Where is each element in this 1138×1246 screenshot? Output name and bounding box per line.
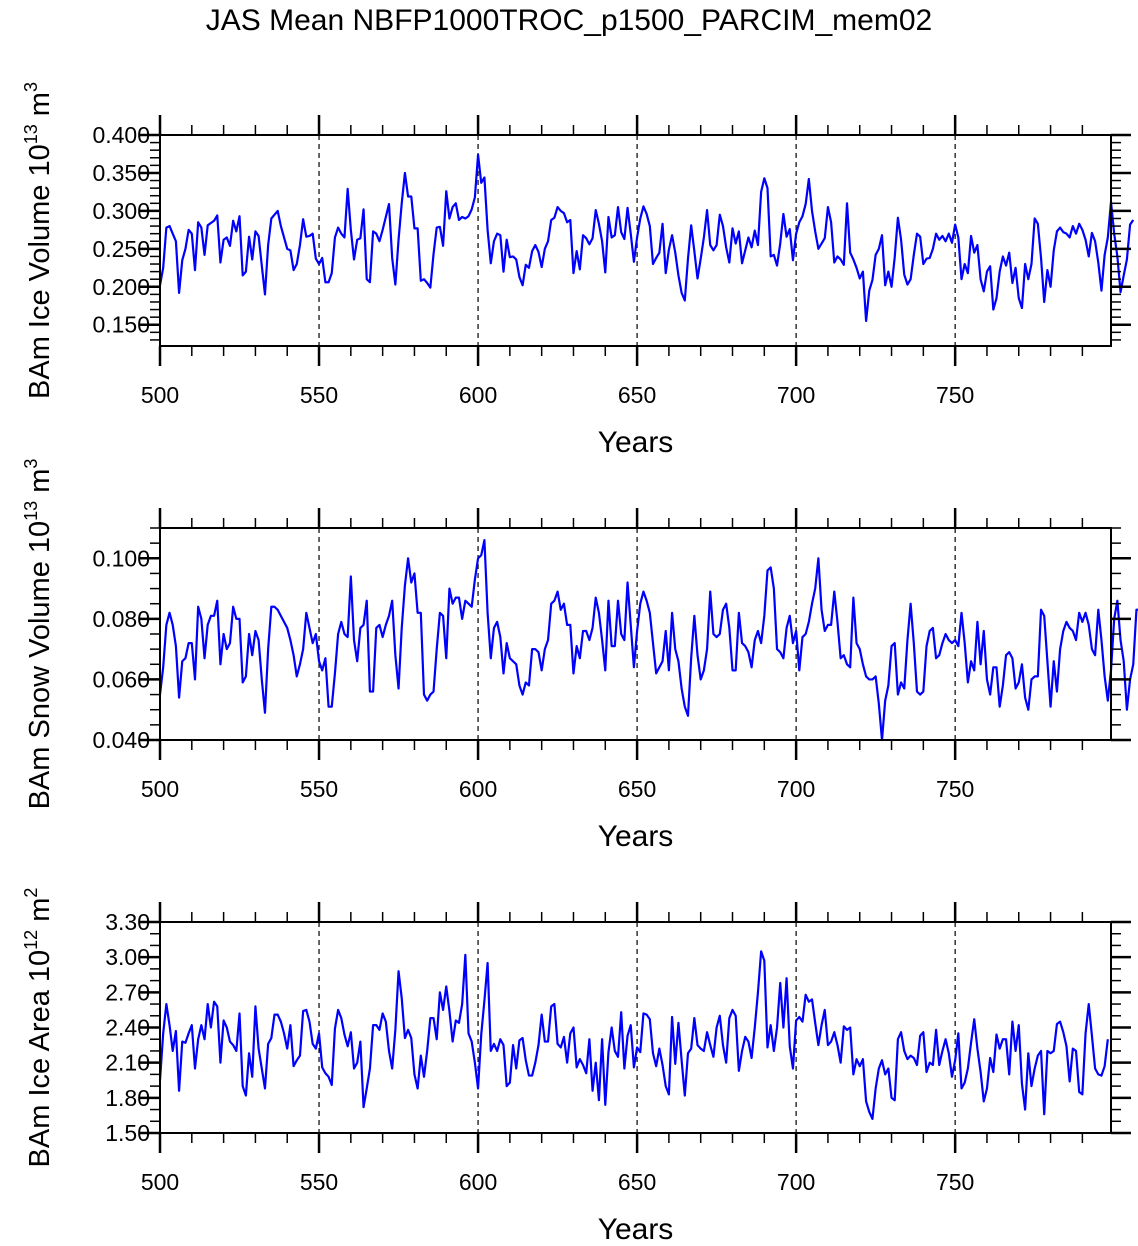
y-tick-label: 2.70	[105, 979, 150, 1005]
x-tick-label: 700	[777, 776, 815, 802]
y-axis-title: BAm Snow Volume 1013 m3	[21, 459, 56, 810]
x-tick-label: 500	[141, 382, 179, 408]
x-tick-label: 500	[141, 776, 179, 802]
x-tick-label: 550	[300, 382, 338, 408]
x-axis-title: Years	[598, 820, 674, 853]
y-tick-label: 0.200	[92, 274, 150, 300]
panel-3: 500 550 600 650 700 750 1.50 1.80 2.10 2.40 2.70 3.…	[21, 888, 1131, 1246]
y-axis-title-unit-exponent: 3	[21, 82, 41, 92]
y-tick-label: 0.040	[92, 727, 150, 753]
x-tick-label: 650	[618, 1169, 656, 1195]
panel-2: 500 550 600 650 700 750 0.040 0.060 0.080 0.100 Ye…	[21, 459, 1138, 853]
x-tick-label: 600	[459, 1169, 497, 1195]
y-tick-label: 0.400	[92, 122, 150, 148]
data-series-line	[158, 539, 1138, 742]
x-tick-label: 650	[618, 382, 656, 408]
y-axis-title-exponent: 12	[21, 930, 41, 950]
y-axis-title: BAm Ice Area 1012 m2	[21, 888, 56, 1168]
y-tick-label: 1.80	[105, 1085, 150, 1111]
y-tick-label: 0.250	[92, 236, 150, 262]
x-tick-label: 750	[936, 1169, 974, 1195]
x-tick-label: 700	[777, 1169, 815, 1195]
x-tick-label: 500	[141, 1169, 179, 1195]
data-series-line	[158, 950, 1109, 1121]
panel-1: 500 550 600 650 700 750 0.150 0.200 0.250 0.300 0.…	[21, 82, 1135, 459]
x-tick-label: 650	[618, 776, 656, 802]
y-axis-title-unit-exponent: 2	[21, 888, 41, 898]
y-axis-title-unit: m	[24, 898, 56, 930]
x-tick-label: 600	[459, 382, 497, 408]
y-tick-label: 1.50	[105, 1120, 150, 1146]
y-axis-title-unit-exponent: 3	[21, 459, 41, 469]
x-tick-label: 550	[300, 776, 338, 802]
data-series-line	[158, 153, 1135, 323]
y-axis-title-unit: m	[24, 92, 56, 124]
x-tick-label: 550	[300, 1169, 338, 1195]
x-axis-title: Years	[598, 1213, 674, 1246]
y-axis-title-text: BAm Ice Area 10	[24, 950, 56, 1168]
y-tick-label: 3.30	[105, 909, 150, 935]
y-axis-title-exponent: 13	[21, 501, 41, 521]
x-tick-label: 600	[459, 776, 497, 802]
y-axis-title-text: BAm Ice Volume 10	[24, 144, 56, 399]
y-axis-title: BAm Ice Volume 1013 m3	[21, 82, 56, 399]
y-tick-label: 2.40	[105, 1015, 150, 1041]
x-axis-title: Years	[598, 426, 674, 459]
x-tick-label: 750	[936, 776, 974, 802]
y-tick-label: 0.350	[92, 160, 150, 186]
y-tick-label: 0.300	[92, 198, 150, 224]
y-tick-label: 0.150	[92, 312, 150, 338]
y-tick-label: 2.10	[105, 1050, 150, 1076]
y-tick-label: 0.080	[92, 606, 150, 632]
y-axis-title-exponent: 13	[21, 124, 41, 144]
plot-frame	[159, 134, 1112, 347]
y-tick-label: 0.060	[92, 666, 150, 692]
chart-title: JAS Mean NBFP1000TROC_p1500_PARCIM_mem02	[206, 4, 932, 37]
y-tick-label: 0.100	[92, 545, 150, 571]
y-tick-label: 3.00	[105, 944, 150, 970]
y-axis-title-unit: m	[24, 469, 56, 501]
x-tick-label: 700	[777, 382, 815, 408]
x-tick-label: 750	[936, 382, 974, 408]
plot-frame	[159, 527, 1112, 741]
y-axis-title-text: BAm Snow Volume 10	[24, 521, 56, 810]
